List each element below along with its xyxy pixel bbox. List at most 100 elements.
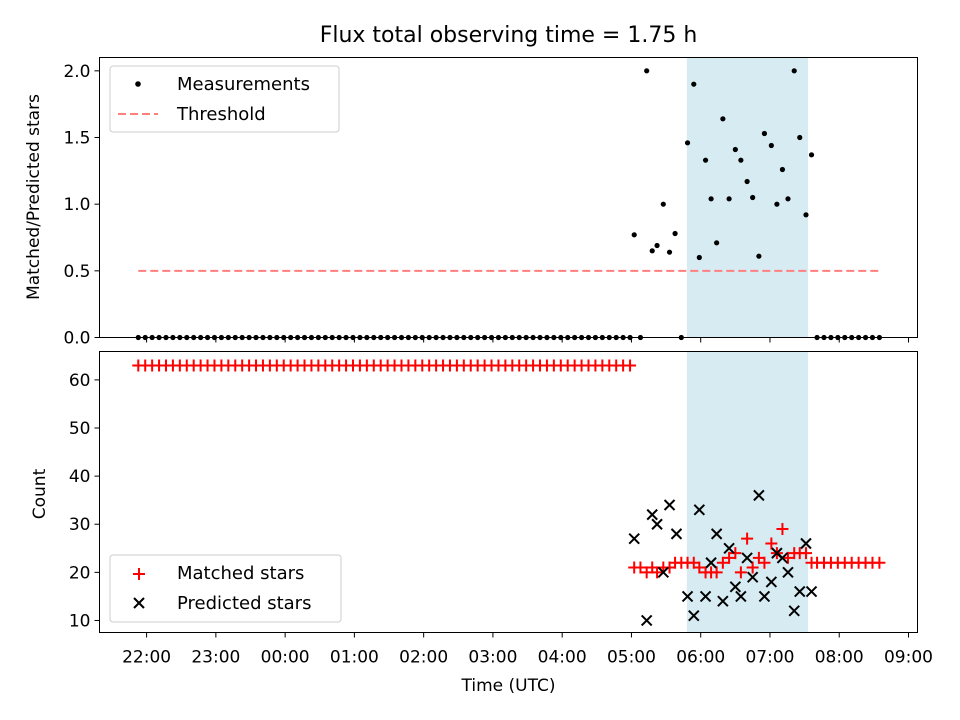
xtick-label: 07:00 (745, 648, 794, 668)
measurement-point (785, 196, 791, 202)
measurement-point (750, 194, 756, 201)
measurement-point (756, 253, 762, 259)
measurement-point (666, 249, 673, 255)
xtick-label: 22:00 (122, 648, 171, 668)
predicted-star-marker (729, 581, 742, 593)
bottom-ytick-label: 60 (69, 371, 91, 391)
matched-star-marker (758, 556, 771, 569)
predicted-star-marker (663, 499, 676, 511)
bottom-ytick-label: 50 (69, 419, 91, 439)
top-y-axis-label: Matched/Predicted stars (24, 94, 44, 300)
matched-star-marker (693, 561, 706, 574)
bottom-ytick-label: 40 (69, 467, 91, 487)
measurement-point (649, 248, 655, 254)
legend-measurements-marker (135, 81, 141, 87)
bottom-y-axis-label: Count (30, 468, 50, 519)
bottom-ytick-label: 30 (69, 515, 91, 535)
predicted-star-marker (699, 590, 712, 603)
top-y-ticks: 0.0 0.5 1.0 1.5 2.0 (63, 62, 100, 349)
predicted-star-marker (746, 571, 759, 583)
predicted-star-marker (723, 542, 735, 555)
legend-predicted-label: Predicted stars (177, 593, 311, 614)
predicted-star-marker (651, 518, 663, 530)
predicted-star-marker (628, 532, 640, 545)
top-ytick-label: 0.0 (63, 329, 90, 349)
xtick-label: 05:00 (607, 648, 656, 668)
measurement-point (696, 254, 702, 261)
bottom-ytick-label: 20 (69, 563, 91, 583)
bottom-x-ticks: 22:00 23:00 00:00 01:00 02:00 03:00 04:00 05:00… (122, 632, 933, 668)
top-ytick-label: 1.5 (63, 129, 90, 149)
predicted-star-marker (782, 566, 794, 579)
measurement-point (672, 230, 678, 237)
matched-star-marker (781, 551, 794, 564)
top-axes-frame (99, 57, 918, 338)
measurement-point (702, 157, 709, 163)
bottom-axes-frame (99, 351, 918, 633)
predicted-star-marker (705, 557, 717, 569)
x-axis-label: Time (UTC) (461, 676, 556, 696)
predicted-star-marker (646, 508, 658, 521)
bottom-highlight-span (686, 351, 809, 633)
matched-star-marker (873, 556, 886, 569)
predicted-star-marker (753, 489, 765, 502)
measurement-point (791, 68, 797, 74)
xtick-label: 02:00 (399, 648, 448, 668)
xtick-label: 09:00 (884, 648, 933, 668)
matched-star-marker (723, 551, 736, 564)
measurement-point (631, 232, 637, 238)
measurement-point (720, 116, 726, 122)
measurement-point (726, 196, 732, 202)
matched-star-marker (799, 547, 812, 560)
predicted-star-marker (776, 552, 789, 564)
matched-star-marker (746, 561, 759, 574)
matched-star-marker (716, 556, 729, 569)
xtick-label: 03:00 (468, 648, 517, 668)
top-panel: 0.00.51.01.52.0 Matched/Predicted stars … (24, 57, 918, 349)
matched-star-marker (734, 566, 747, 579)
legend-predicted-marker (133, 597, 145, 609)
predicted-star-marker (805, 585, 818, 598)
matched-star-marker (624, 359, 637, 372)
bottom-legend: Matched stars Predicted stars (109, 554, 342, 623)
legend-matched-label: Matched stars (177, 563, 304, 584)
predicted-star-marker (688, 609, 700, 622)
predicted-star-marker (788, 605, 800, 617)
measurement-point (803, 212, 809, 218)
measurement-point (732, 146, 738, 153)
chart-title: Flux total observing time = 1.75 h (320, 23, 698, 48)
measurement-point (708, 196, 714, 202)
matched-star-marker (776, 523, 789, 536)
xtick-label: 04:00 (538, 648, 587, 668)
xtick-label: 00:00 (261, 648, 310, 668)
predicted-star-marker (693, 504, 706, 516)
measurement-point (774, 201, 780, 207)
top-x-ticks (146, 337, 909, 343)
matched-star-marker (765, 537, 778, 550)
measurement-point (644, 68, 650, 74)
top-ytick-label: 2.0 (63, 62, 90, 82)
legend-measurements-label: Measurements (177, 74, 310, 95)
measurement-point (691, 81, 697, 87)
predicted-stars-series (628, 489, 818, 627)
measurement-point (779, 166, 786, 173)
predicted-star-marker (758, 590, 771, 603)
bottom-legend-box (109, 554, 342, 623)
measurements-series (135, 68, 883, 341)
matched-star-marker (710, 566, 723, 579)
predicted-star-marker (741, 552, 753, 564)
predicted-star-marker (710, 528, 723, 540)
predicted-star-marker (657, 566, 670, 579)
top-legend-box (109, 65, 340, 133)
legend-threshold-label: Threshold (176, 104, 266, 125)
bottom-y-ticks: 10 20 30 40 50 60 (69, 371, 100, 631)
predicted-star-marker (735, 590, 747, 603)
matched-star-marker (729, 547, 742, 560)
top-ytick-label: 0.5 (63, 262, 90, 282)
matched-star-marker (634, 561, 647, 574)
xtick-label: 01:00 (330, 648, 379, 668)
bottom-ytick-label: 10 (69, 611, 91, 631)
measurement-point (684, 140, 691, 146)
predicted-star-marker (794, 585, 806, 598)
